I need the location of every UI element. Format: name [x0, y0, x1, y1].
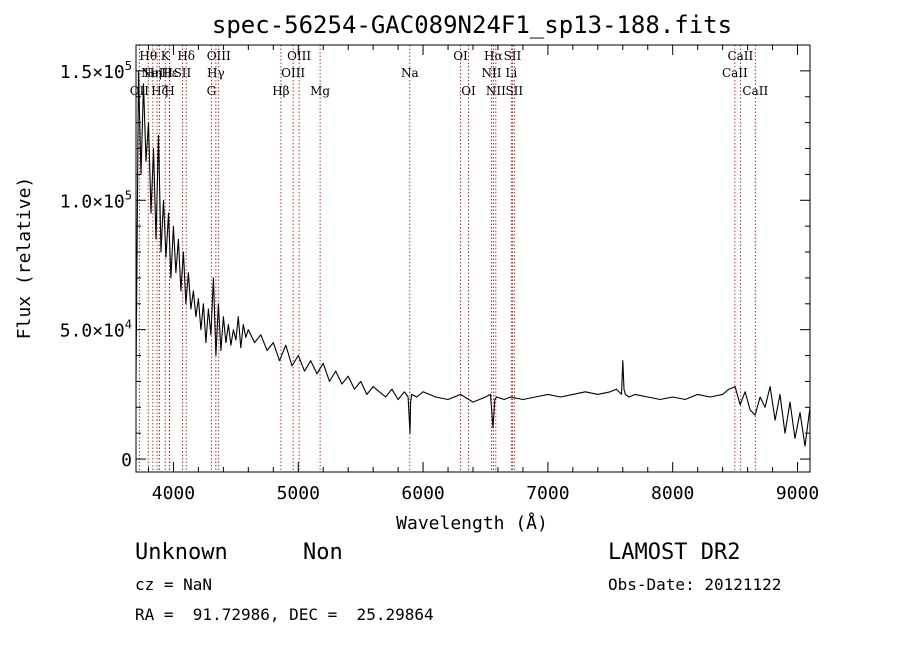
spectral-line-markers [138, 45, 756, 472]
x-tick-label: 8000 [651, 483, 694, 504]
y-tick-label: 1.5×105 [60, 59, 132, 83]
spectral-line-label-9: Hδ [177, 49, 195, 63]
x-tick-label: 5000 [277, 483, 320, 504]
object-subclass: Non [303, 540, 343, 565]
spectral-line-label-1: Hθ [139, 49, 157, 63]
x-tick-label: 4000 [152, 483, 195, 504]
coordinates: RA = 91.72986, DEC = 25.29864 [135, 605, 434, 624]
spectral-line-label-14: OIII [281, 66, 305, 80]
spectral-line-label-22: NII [486, 84, 506, 98]
survey-name: LAMOST DR2 [608, 540, 741, 565]
spectral-line-label-17: Na [401, 66, 419, 80]
spectral-line-label-15: OIII [287, 49, 311, 63]
spectral-line-label-24: SII [504, 49, 522, 63]
x-tick-label: 7000 [526, 483, 569, 504]
plot-frame [135, 44, 811, 473]
spectral-line-label-11: Hγ [207, 66, 225, 80]
spectral-line-label-16: Mg [310, 84, 330, 98]
spectral-line-label-2: Hη [144, 66, 162, 80]
chart-title: spec-56254-GAC089N24F1_sp13-188.fits [212, 11, 732, 39]
spectral-line-label-7: Hε [161, 66, 178, 80]
spectral-line-label-8: SII [174, 66, 192, 80]
redshift-value: cz = NaN [135, 575, 213, 594]
spectral-line-label-18: OI [453, 49, 468, 63]
spectral-line-label-6: H [164, 84, 174, 98]
y-tick-label: 1.0×105 [60, 188, 132, 212]
spectral-line-label-23: Li [505, 66, 517, 80]
spectral-line-label-27: CaII [727, 49, 753, 63]
x-tick-label: 6000 [401, 483, 444, 504]
x-tick-label: 9000 [776, 483, 819, 504]
y-tick-label: 0 [121, 450, 132, 471]
spectral-line-label-28: CaII [742, 84, 768, 98]
y-axis-label: Flux (relative) [14, 177, 35, 340]
spectral-line-label-21: Hα [484, 49, 503, 63]
spectrum-series-line [135, 70, 811, 447]
x-axis-label: Wavelength (Å) [396, 512, 548, 534]
spectral-line-label-12: OIII [207, 49, 231, 63]
spectral-line-label-3: NeIII [141, 66, 173, 80]
spectral-line-label-5: K [161, 49, 171, 63]
object-class: Unknown [135, 540, 228, 565]
spectral-line-label-19: OI [461, 84, 476, 98]
x-axis: 4000 5000 6000 7000 8000 9000 [147, 45, 819, 504]
spectral-line-label-10: G [207, 84, 217, 98]
spectral-line-label-25: SII [505, 84, 523, 98]
y-tick-label: 5.0×104 [60, 318, 132, 342]
spectral-line-labels: OIIHθHηNeIIIHζKHHεSIIHδGHγOIIIHβOIIIOIII… [130, 49, 769, 98]
y-axis: 0 5.0×104 1.0×105 1.5×105 [60, 59, 810, 471]
spectral-line-label-26: CaII [722, 66, 748, 80]
observation-date: Obs-Date: 20121122 [608, 575, 782, 594]
spectral-line-label-13: Hβ [272, 84, 289, 98]
spectral-line-label-4: Hζ [151, 84, 168, 98]
spectral-line-label-20: NII [481, 66, 501, 80]
